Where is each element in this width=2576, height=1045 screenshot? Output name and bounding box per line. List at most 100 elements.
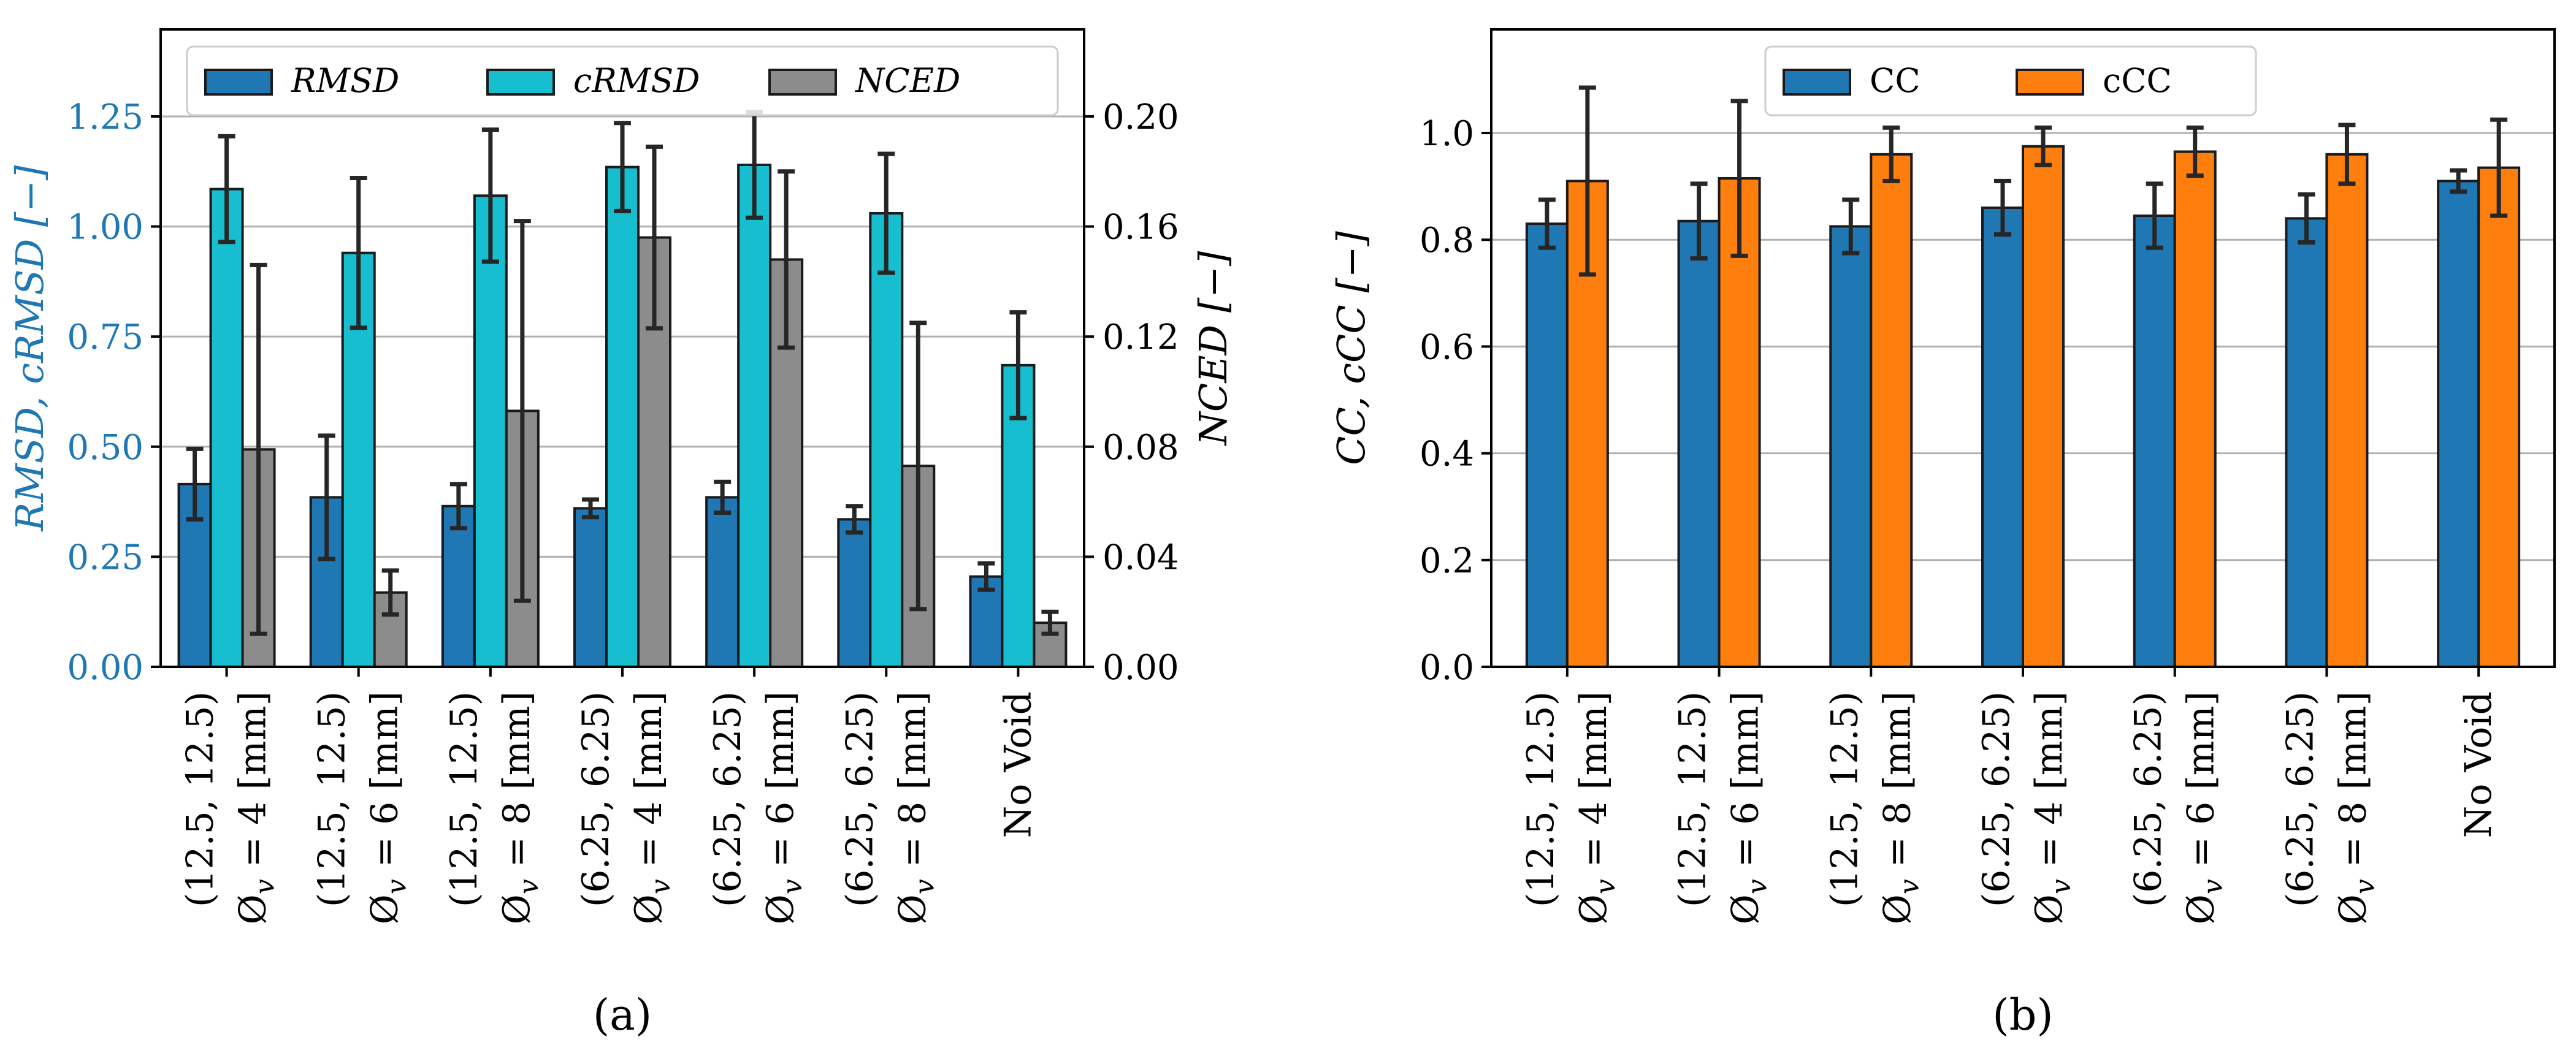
bar-crmsd-3 xyxy=(605,165,640,669)
bar-ccc-3 xyxy=(2022,145,2065,668)
panel-a-chart: 0.00 0.25 0.50 0.75 1.00 1.25 0.00 0.04 0.08 0.12… xyxy=(7,28,1236,1040)
bar-cc-5 xyxy=(2285,217,2328,668)
ytick-left-label: 0.8 xyxy=(1420,221,1474,260)
bar-cc-3 xyxy=(1981,206,2024,668)
errorbar-rmsd-6 xyxy=(977,561,995,592)
ytick-left-label: 0.4 xyxy=(1420,435,1474,474)
errorbar-nced-1 xyxy=(381,568,399,617)
bar-ccc-6 xyxy=(2477,166,2521,668)
xtick-label-2: (12.5, 12.5)Øv = 8 [mm] xyxy=(443,691,545,924)
panel-caption: (b) xyxy=(1992,990,2053,1040)
xtick-label-line: Øv = 4 [mm] xyxy=(2028,691,2077,924)
y-axis-label-left: CC, cCC [−] xyxy=(1329,230,1374,465)
xtick-label-line: Øv = 6 [mm] xyxy=(364,691,413,924)
xtick-label-line: (12.5, 12.5) xyxy=(1823,691,1866,907)
ytick-right-label: 0.00 xyxy=(1103,648,1179,688)
legend-swatch-rmsd xyxy=(204,69,273,96)
xtick-label-line: (12.5, 12.5) xyxy=(443,691,486,907)
bar-rmsd-3 xyxy=(573,507,608,669)
panel-caption: (a) xyxy=(593,990,652,1040)
xtick-label-line: Øv = 4 [mm] xyxy=(1572,691,1621,924)
legend-swatch-nced xyxy=(768,69,837,96)
xtick-label-0: (12.5, 12.5)Øv = 4 [mm] xyxy=(1519,691,1621,924)
errorbar-rmsd-4 xyxy=(714,479,732,515)
xtick-label-line: Øv = 4 [mm] xyxy=(627,691,676,924)
legend-box xyxy=(1764,45,2257,116)
ytick-left-label: 0.2 xyxy=(1420,541,1474,581)
xtick-label-line: No Void xyxy=(996,691,1039,838)
xtick-label-line: Øv = 4 [mm] xyxy=(232,691,281,924)
xtick-label-line: Øv = 6 [mm] xyxy=(2180,691,2229,924)
errorbar-ccc-3 xyxy=(2035,125,2052,167)
xtick-label-line: Øv = 8 [mm] xyxy=(891,691,940,924)
xtick-label-line: Øv = 6 [mm] xyxy=(759,691,808,924)
errorbar-ccc-1 xyxy=(1730,99,1748,258)
legend-label-cc: CC xyxy=(1870,61,1921,100)
xtick-label-line: (6.25, 6.25) xyxy=(575,691,617,907)
xtick-label-line: No Void xyxy=(2457,691,2500,838)
errorbar-crmsd-2 xyxy=(481,127,499,264)
ytick-right-label: 0.20 xyxy=(1103,97,1179,137)
ytick-left-label: 1.25 xyxy=(67,97,143,137)
errorbar-cc-4 xyxy=(2146,181,2163,250)
xtick-label-line: (12.5, 12.5) xyxy=(1672,691,1714,907)
errorbar-ccc-2 xyxy=(1882,125,1900,183)
legend-label-nced: NCED xyxy=(854,61,960,100)
y-axis-label-right: NCED [−] xyxy=(1191,251,1236,447)
errorbar-nced-3 xyxy=(646,144,663,331)
errorbar-ccc-5 xyxy=(2338,123,2356,186)
errorbar-cc-1 xyxy=(1690,181,1708,261)
errorbar-nced-2 xyxy=(513,219,531,603)
errorbar-rmsd-0 xyxy=(186,446,204,522)
errorbar-cc-2 xyxy=(1842,197,1860,256)
errorbar-rmsd-2 xyxy=(449,482,467,531)
xtick-label-line: Øv = 8 [mm] xyxy=(495,691,545,924)
errorbar-cc-0 xyxy=(1538,197,1556,250)
errorbar-ccc-4 xyxy=(2186,125,2204,178)
legend-label-ccc: cCC xyxy=(2103,61,2172,100)
errorbar-crmsd-1 xyxy=(350,176,367,330)
ytick-right-label: 0.08 xyxy=(1103,428,1179,468)
y-axis-label-left: RMSD, cRMSD [−] xyxy=(7,165,52,531)
bar-cc-4 xyxy=(2133,215,2176,668)
legend-box xyxy=(186,45,1059,116)
errorbar-nced-4 xyxy=(778,169,795,350)
bar-cc-1 xyxy=(1677,219,1721,668)
bar-cc-2 xyxy=(1829,225,1873,668)
errorbar-rmsd-1 xyxy=(318,433,335,561)
errorbar-crmsd-6 xyxy=(1009,310,1027,420)
xtick-label-line: (6.25, 6.25) xyxy=(2279,691,2322,907)
bar-crmsd-5 xyxy=(869,212,904,669)
xtick-label-0: (12.5, 12.5)Øv = 4 [mm] xyxy=(179,691,281,924)
xtick-label-line: (6.25, 6.25) xyxy=(838,691,881,907)
ytick-right-label: 0.16 xyxy=(1103,208,1179,248)
bar-ccc-5 xyxy=(2325,153,2369,668)
xtick-label-line: (6.25, 6.25) xyxy=(706,691,749,907)
legend-swatch-crmsd xyxy=(486,69,555,96)
ytick-right-label: 0.12 xyxy=(1103,317,1179,357)
errorbar-cc-6 xyxy=(2450,168,2467,194)
xtick-label-line: Øv = 8 [mm] xyxy=(1876,691,1925,924)
ytick-left-label: 0.00 xyxy=(67,648,143,688)
xtick-label-4: (6.25, 6.25)Øv = 6 [mm] xyxy=(706,691,808,924)
errorbar-rmsd-3 xyxy=(582,497,599,520)
legend: CC cCC xyxy=(1764,45,2257,116)
ytick-right-label: 0.04 xyxy=(1103,538,1179,577)
legend-label-crmsd: cRMSD xyxy=(573,61,700,100)
errorbar-ccc-0 xyxy=(1578,85,1596,277)
bar-rmsd-5 xyxy=(837,518,872,668)
legend: RMSD cRMSD NCED xyxy=(186,45,1059,116)
errorbar-ccc-6 xyxy=(2490,117,2508,218)
xtick-label-line: (6.25, 6.25) xyxy=(2127,691,2170,907)
panel-b-chart: 0.00.20.40.60.81.0(12.5, 12.5)Øv = 4 [mm… xyxy=(1329,28,2556,1040)
ytick-left-label: 0.6 xyxy=(1420,327,1474,367)
xtick-label-line: Øv = 6 [mm] xyxy=(1724,691,1773,924)
errorbar-nced-0 xyxy=(250,262,267,636)
errorbar-crmsd-5 xyxy=(877,151,895,275)
xtick-label-3: (6.25, 6.25)Øv = 4 [mm] xyxy=(1975,691,2077,924)
errorbar-cc-3 xyxy=(1994,178,2011,237)
bar-crmsd-0 xyxy=(209,188,244,668)
ytick-left-label: 0.50 xyxy=(67,428,143,468)
bar-cc-0 xyxy=(1525,222,1569,668)
xtick-label-5: (6.25, 6.25)Øv = 8 [mm] xyxy=(2279,691,2380,924)
